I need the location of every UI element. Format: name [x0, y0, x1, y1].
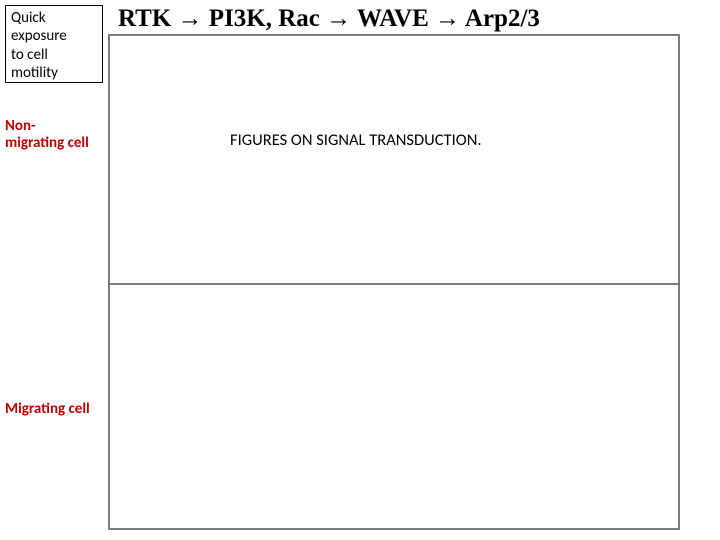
figure-placeholder-caption: FIGURES ON SIGNAL TRANSDUCTION.	[230, 130, 482, 150]
caption-text: FIGURES ON SIGNAL TRANSDUCTION.	[230, 130, 482, 150]
arrow-icon: →	[326, 4, 351, 32]
arrow-icon: →	[178, 4, 203, 32]
label-migrating-cell: Migrating cell	[5, 400, 105, 418]
figure-divider	[108, 283, 680, 285]
label-text: Migrating cell	[5, 400, 90, 418]
label-non-migrating-cell: Non- migrating cell	[5, 118, 105, 153]
signaling-pathway-heading: RTK → PI3K, Rac → WAVE → Arp2/3	[118, 4, 540, 33]
title-line: motility	[11, 64, 58, 82]
slide-title-box: Quick exposure to cell motility	[5, 5, 103, 83]
title-line: Quick	[11, 9, 46, 27]
figure-frame	[108, 34, 680, 530]
arrow-icon: →	[435, 4, 460, 32]
label-line: Non-	[5, 117, 36, 135]
title-line: exposure	[11, 27, 67, 45]
pathway-segment: PI3K, Rac	[209, 5, 320, 32]
pathway-segment: WAVE	[357, 5, 429, 32]
pathway-segment: Arp2/3	[465, 5, 540, 32]
pathway-segment: RTK	[118, 5, 171, 32]
title-line: to cell	[11, 46, 48, 64]
label-line: migrating cell	[5, 134, 89, 152]
